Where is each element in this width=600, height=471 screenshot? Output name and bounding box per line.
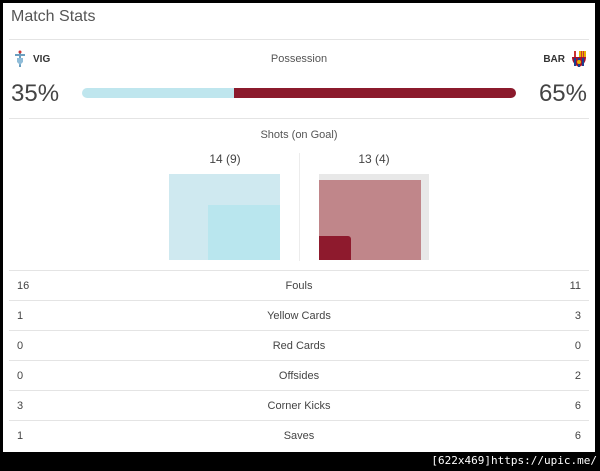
stat-row-saves: 1 Saves 6	[9, 420, 589, 450]
possession-bar-away	[233, 88, 516, 98]
home-stat-value: 1	[17, 429, 24, 442]
stats-table: 16 Fouls 11 1 Yellow Cards 3 0 Red Cards…	[9, 270, 589, 450]
possession-bar-home	[82, 88, 234, 98]
stat-label: Saves	[283, 429, 315, 442]
away-shots-value: 13 (4)	[358, 152, 390, 166]
away-stat-value: 11	[569, 279, 581, 292]
stat-row-red-cards: 0 Red Cards 0	[9, 330, 589, 360]
home-stat-value: 1	[17, 309, 24, 322]
away-shots-on-goal-block	[319, 236, 351, 260]
away-stat-value: 0	[574, 339, 581, 352]
possession-label: Possession	[270, 53, 328, 65]
barcelona-crest-icon	[571, 50, 587, 68]
away-team-abbr: BAR	[543, 53, 565, 65]
home-shots-on-goal-block	[208, 205, 280, 260]
home-shots-value: 14 (9)	[209, 152, 241, 166]
stat-label: Offsides	[278, 369, 320, 382]
stat-label: Fouls	[285, 279, 313, 292]
image-host-watermark: [622x469]https://upic.me/	[431, 454, 597, 468]
page-title: Match Stats	[11, 8, 96, 25]
divider	[9, 118, 589, 119]
away-team: BAR	[543, 50, 587, 68]
away-possession-percent: 65%	[538, 80, 587, 107]
home-team-abbr: VIG	[33, 53, 51, 65]
stat-label: Yellow Cards	[267, 309, 331, 322]
match-stats-card: Match Stats VIG Possession BAR	[3, 3, 595, 452]
away-stat-value: 6	[574, 399, 581, 412]
celta-crest-icon	[13, 50, 27, 68]
stat-label: Red Cards	[272, 339, 326, 352]
home-stat-value: 0	[17, 339, 24, 352]
stat-row-yellow-cards: 1 Yellow Cards 3	[9, 300, 589, 330]
divider	[9, 39, 589, 40]
stat-label: Corner Kicks	[267, 399, 331, 412]
home-possession-percent: 35%	[11, 80, 60, 107]
possession-bar	[82, 88, 516, 98]
home-stat-value: 16	[17, 279, 30, 292]
away-stat-value: 2	[574, 369, 581, 382]
shots-label: Shots (on Goal)	[260, 129, 338, 141]
stat-row-corner-kicks: 3 Corner Kicks 6	[9, 390, 589, 420]
home-stat-value: 0	[17, 369, 24, 382]
away-stat-value: 3	[574, 309, 581, 322]
away-stat-value: 6	[574, 429, 581, 442]
shots-divider	[299, 153, 300, 261]
stat-row-offsides: 0 Offsides 2	[9, 360, 589, 390]
stat-row-fouls: 16 Fouls 11	[9, 270, 589, 300]
home-stat-value: 3	[17, 399, 24, 412]
home-team: VIG	[13, 50, 50, 68]
